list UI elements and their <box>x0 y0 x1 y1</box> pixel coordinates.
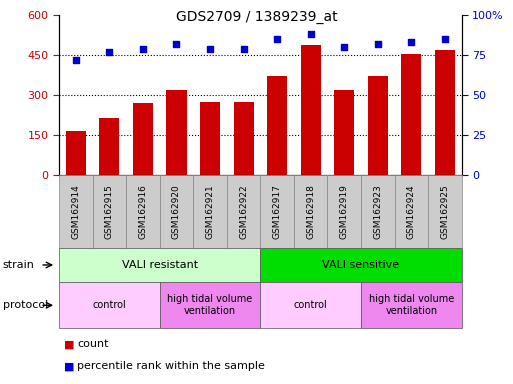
Text: high tidal volume
ventilation: high tidal volume ventilation <box>369 295 454 316</box>
Point <box>273 36 281 42</box>
Text: GSM162925: GSM162925 <box>441 184 449 238</box>
Point <box>240 46 248 52</box>
Text: VALI resistant: VALI resistant <box>122 260 198 270</box>
Text: GSM162918: GSM162918 <box>306 184 315 238</box>
Text: GSM162916: GSM162916 <box>139 184 147 238</box>
Text: GSM162921: GSM162921 <box>206 184 214 238</box>
Bar <box>334 90 354 175</box>
Bar <box>233 102 253 175</box>
Bar <box>133 103 153 175</box>
Text: protocol: protocol <box>3 300 48 310</box>
Text: ■: ■ <box>64 361 74 371</box>
Bar <box>99 118 120 175</box>
Point <box>441 36 449 42</box>
Text: control: control <box>92 300 126 310</box>
Point <box>105 49 113 55</box>
Point <box>72 57 80 63</box>
Point <box>307 31 315 38</box>
Text: GSM162920: GSM162920 <box>172 184 181 238</box>
Text: GSM162919: GSM162919 <box>340 184 349 238</box>
Text: GSM162922: GSM162922 <box>239 184 248 238</box>
Text: GSM162924: GSM162924 <box>407 184 416 238</box>
Bar <box>435 50 455 175</box>
Point <box>172 41 181 47</box>
Text: control: control <box>294 300 328 310</box>
Bar <box>66 131 86 175</box>
Text: GDS2709 / 1389239_at: GDS2709 / 1389239_at <box>175 10 338 23</box>
Text: GSM162917: GSM162917 <box>272 184 282 238</box>
Bar <box>401 54 421 175</box>
Text: ■: ■ <box>64 339 74 349</box>
Text: percentile rank within the sample: percentile rank within the sample <box>77 361 265 371</box>
Point <box>139 46 147 52</box>
Text: GSM162914: GSM162914 <box>71 184 80 238</box>
Text: GSM162915: GSM162915 <box>105 184 114 238</box>
Text: high tidal volume
ventilation: high tidal volume ventilation <box>167 295 252 316</box>
Text: GSM162923: GSM162923 <box>373 184 382 238</box>
Bar <box>200 102 220 175</box>
Bar <box>267 76 287 175</box>
Point <box>373 41 382 47</box>
Point <box>407 40 416 46</box>
Bar <box>301 45 321 175</box>
Text: count: count <box>77 339 108 349</box>
Text: strain: strain <box>3 260 34 270</box>
Point <box>340 44 348 50</box>
Point <box>206 46 214 52</box>
Text: VALI sensitive: VALI sensitive <box>323 260 400 270</box>
Bar <box>368 76 388 175</box>
Bar <box>166 90 187 175</box>
